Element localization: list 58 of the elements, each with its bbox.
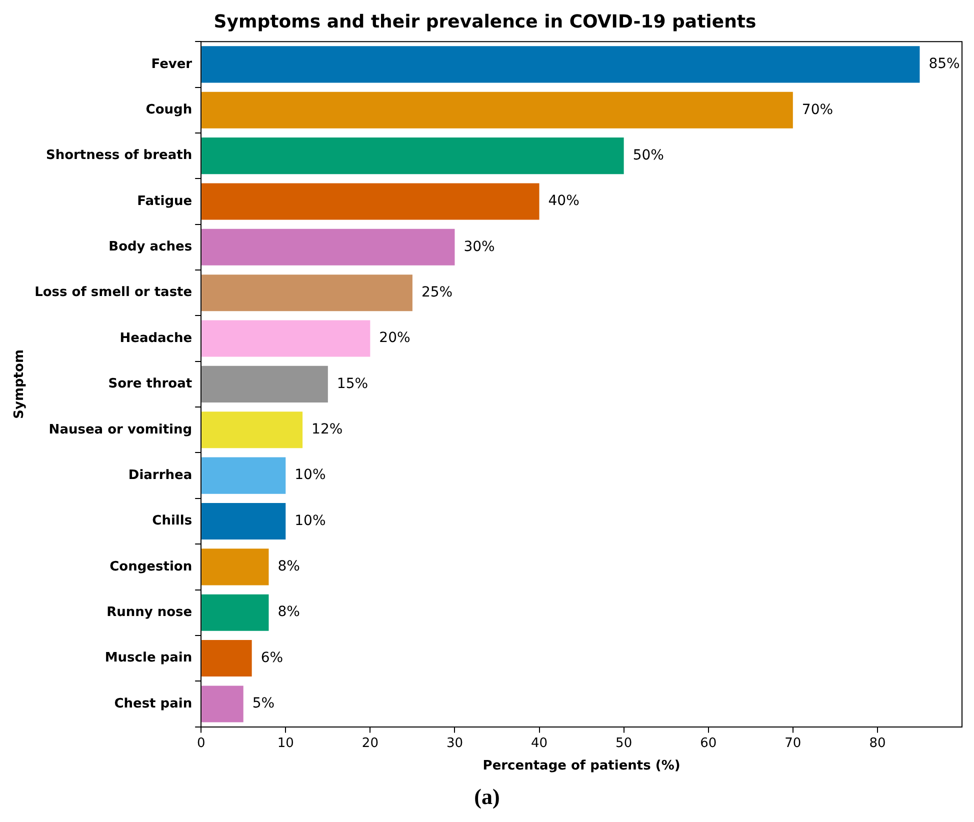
data-label: 70% [802, 102, 834, 118]
bar [202, 46, 920, 83]
y-tick-label: Chest pain [114, 696, 192, 712]
bar [202, 686, 244, 722]
x-tick-label: 40 [531, 736, 548, 751]
data-label: 25% [421, 284, 453, 300]
y-tick-label: Shortness of breath [46, 148, 192, 164]
bar [202, 594, 269, 631]
data-label: 85% [928, 56, 960, 72]
data-label: 40% [548, 193, 580, 210]
y-tick-label: Nausea or vomiting [48, 422, 192, 438]
bar [202, 320, 370, 357]
bar [202, 412, 303, 448]
bar [202, 228, 455, 266]
bar [202, 548, 269, 586]
y-tick-label: Runny nose [106, 604, 192, 620]
data-label: 6% [260, 650, 284, 666]
x-tick-label: 10 [277, 736, 294, 751]
data-label: 20% [379, 330, 410, 346]
data-label: 5% [252, 696, 275, 712]
x-tick-label: 70 [784, 736, 802, 751]
bar [202, 366, 328, 402]
bar [202, 640, 252, 677]
y-tick-label: Congestion [110, 559, 192, 574]
x-tick-label: 20 [362, 736, 378, 751]
y-axis-title: Symptom [12, 350, 28, 419]
x-axis-title: Percentage of patients (%) [482, 758, 680, 774]
bar [202, 183, 540, 220]
data-label: 10% [294, 467, 326, 484]
bar [202, 92, 793, 128]
y-tick-label: Fever [151, 56, 193, 72]
y-tick-label: Sore throat [108, 376, 192, 392]
y-tick-label: Headache [120, 330, 192, 346]
text: (a) [473, 784, 501, 810]
x-tick-label: 80 [869, 736, 886, 751]
data-label: 8% [278, 604, 300, 620]
x-tick-label: 50 [616, 736, 632, 751]
y-tick-label: Diarrhea [128, 468, 192, 483]
x-tick-label: 60 [700, 736, 717, 751]
bar [202, 457, 286, 494]
data-label: 15% [336, 376, 368, 392]
y-tick-label: Chills [152, 514, 192, 529]
data-label: 8% [278, 558, 300, 575]
data-label: 12% [312, 422, 343, 438]
x-tick-label: 30 [446, 736, 463, 751]
chart-title: Symptoms and their prevalence in COVID-19 patients [214, 11, 756, 32]
data-label: 50% [632, 147, 664, 164]
x-tick-label: 0 [196, 736, 206, 751]
bar [202, 502, 286, 540]
bar [202, 274, 412, 312]
y-tick-label: Muscle pain [104, 650, 192, 666]
y-tick-label: Fatigue [137, 194, 192, 209]
data-label: 10% [294, 512, 326, 529]
data-label: 30% [464, 238, 495, 255]
y-tick-label: Loss of smell or taste [34, 285, 192, 300]
bar [202, 138, 624, 174]
y-tick-label: Body aches [108, 240, 192, 255]
y-tick-label: Cough [146, 102, 192, 118]
